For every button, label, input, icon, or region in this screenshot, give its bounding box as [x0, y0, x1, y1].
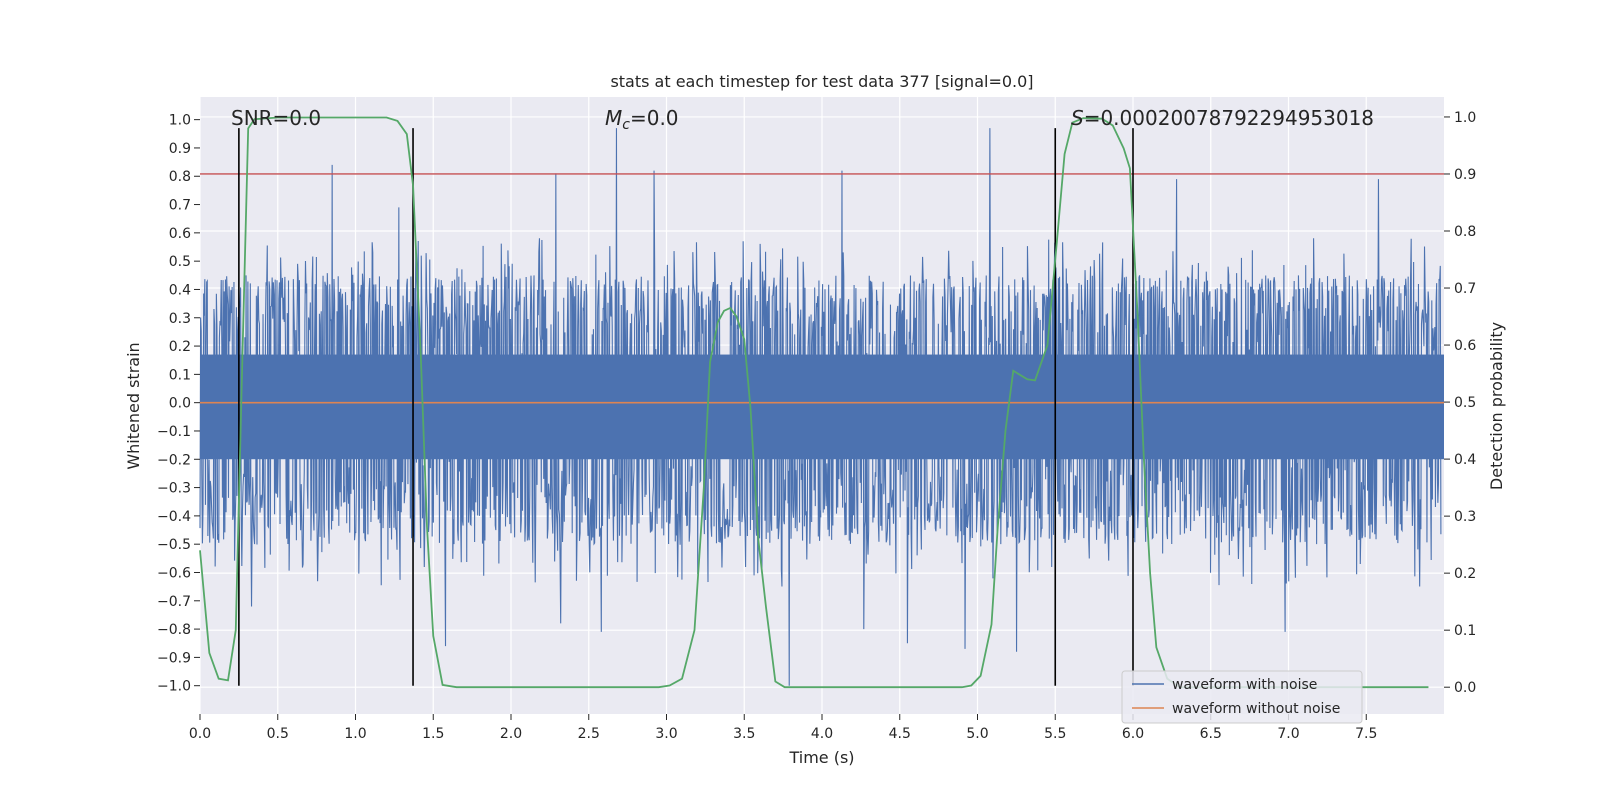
annotation-snr: SNR=0.0 — [231, 106, 321, 130]
waveform-with-noise-band — [200, 354, 1444, 460]
legend-box — [1121, 670, 1363, 724]
annotation-chirp-mass-value: =0.0 — [630, 106, 679, 130]
x-tick-label: 5.0 — [966, 726, 988, 742]
y-tick-label: −0.3 — [157, 481, 191, 497]
annotation-chirp-mass: Mc=0.0 — [605, 106, 679, 133]
legend-label-noisy: waveform with noise — [1172, 677, 1317, 693]
y2-tick-label: 0.0 — [1454, 680, 1476, 696]
x-tick-label: 3.5 — [733, 726, 755, 742]
y-tick-label: 0.4 — [169, 282, 191, 298]
y2-axis-label: Detection probability — [1487, 322, 1506, 490]
y-tick-label: 0.6 — [169, 226, 191, 242]
annotation-s-value: =0.00020078792294953018 — [1084, 106, 1374, 130]
y2-tick-label: 0.9 — [1454, 167, 1476, 183]
y-tick-label: 0.0 — [169, 396, 191, 412]
plot-area — [199, 97, 1444, 714]
y2-tick-label: 0.2 — [1454, 566, 1476, 582]
y-tick-label: −0.5 — [157, 537, 191, 553]
y-tick-label: 0.8 — [169, 169, 191, 185]
y2-tick-label: 0.8 — [1454, 224, 1476, 240]
annotation-chirp-mass-subscript: c — [622, 117, 630, 133]
line-waveform-with-noise — [199, 128, 1442, 686]
y-tick-label: 0.7 — [169, 198, 191, 214]
y-tick-label: −0.6 — [157, 565, 191, 581]
legend: waveform with noise waveform without noi… — [1121, 670, 1363, 724]
x-tick-label: 1.0 — [344, 726, 366, 742]
series-detection-probability — [199, 116, 1429, 689]
x-axis-ticks: 0.0 0.5 1.0 1.5 2.0 2.5 3.0 3.5 4.0 4.5 5.0 5.5 6.0 6… — [189, 714, 1377, 742]
y2-tick-label: 0.6 — [1454, 338, 1476, 354]
annotation-chirp-mass-symbol: M — [605, 106, 622, 130]
y-axis-label: Whitened strain — [124, 342, 143, 469]
y-tick-label: −0.7 — [157, 594, 191, 610]
x-tick-label: 7.5 — [1355, 726, 1377, 742]
y-tick-label: −0.8 — [157, 622, 191, 638]
x-tick-label: 2.5 — [578, 726, 600, 742]
legend-label-clean: waveform without noise — [1172, 701, 1340, 717]
x-tick-label: 6.0 — [1122, 726, 1144, 742]
y-tick-label: 0.2 — [169, 339, 191, 355]
y-tick-label: 0.5 — [169, 254, 191, 270]
chart-title: stats at each timestep for test data 377… — [610, 72, 1033, 91]
y-tick-label: −0.9 — [157, 650, 191, 666]
y-axis-ticks: 1.0 0.9 0.8 0.7 0.6 0.5 0.4 0.3 0.2 0.1 0.0 −0.1 −0.… — [157, 113, 200, 695]
y-tick-label: 0.1 — [169, 367, 191, 383]
y-tick-label: −0.1 — [157, 424, 191, 440]
y2-tick-label: 0.3 — [1454, 509, 1476, 525]
annotation-s: S=0.00020078792294953018 — [1071, 106, 1374, 130]
x-tick-label: 4.0 — [811, 726, 833, 742]
y2-tick-label: 1.0 — [1454, 110, 1476, 126]
y2-tick-label: 0.5 — [1454, 395, 1476, 411]
y-tick-label: −0.2 — [157, 452, 191, 468]
annotation-s-symbol: S — [1071, 106, 1084, 130]
y-tick-label: 0.3 — [169, 311, 191, 327]
y2-tick-label: 0.1 — [1454, 623, 1476, 639]
x-tick-label: 3.0 — [655, 726, 677, 742]
y-tick-label: 0.9 — [169, 141, 191, 157]
y2-tick-label: 0.7 — [1454, 281, 1476, 297]
x-tick-label: 0.5 — [267, 726, 289, 742]
y-tick-label: −1.0 — [157, 679, 191, 695]
x-tick-label: 1.5 — [422, 726, 444, 742]
y-tick-label: −0.4 — [157, 509, 191, 525]
y2-axis-ticks: 1.0 0.9 0.8 0.7 0.6 0.5 0.4 0.3 0.2 0.1 0.0 — [1444, 110, 1476, 696]
x-tick-label: 0.0 — [189, 726, 211, 742]
series-waveform-with-noise — [199, 128, 1444, 686]
x-tick-label: 6.5 — [1200, 726, 1222, 742]
line-detection-probability — [199, 116, 1429, 689]
x-tick-label: 2.0 — [500, 726, 522, 742]
x-tick-label: 4.5 — [889, 726, 911, 742]
y2-tick-label: 0.4 — [1454, 452, 1476, 468]
x-axis-label: Time (s) — [788, 748, 854, 767]
y-tick-label: 1.0 — [169, 113, 191, 129]
x-tick-label: 7.0 — [1277, 726, 1299, 742]
x-tick-label: 5.5 — [1044, 726, 1066, 742]
